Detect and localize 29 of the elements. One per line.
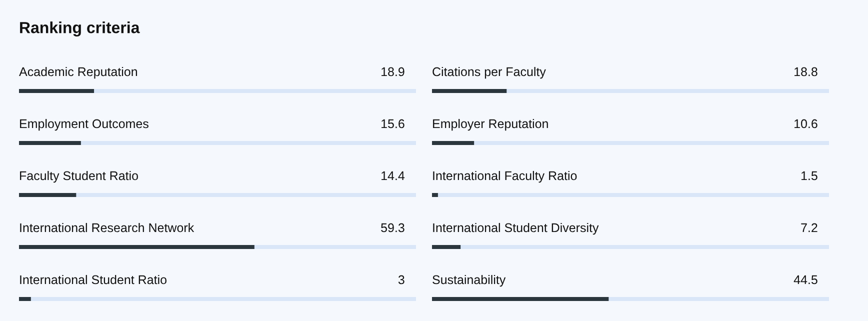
category-label: International Student Ratio	[20, 274, 166, 284]
bar	[432, 89, 507, 93]
category-label: Citations per Faculty	[432, 66, 546, 79]
category-label: Employment Outcomes	[20, 118, 148, 131]
bar	[19, 297, 31, 301]
bar	[432, 141, 474, 145]
data-label: 18.9	[382, 67, 404, 76]
data-label: 14.4	[382, 171, 405, 180]
category-label: International Faculty Ratio	[433, 170, 577, 183]
data-label: 3	[398, 275, 404, 284]
category-label: International Student Diversity	[433, 222, 599, 235]
category-label: Sustainability	[432, 274, 506, 287]
category-label: International Research Network	[20, 222, 194, 232]
data-label: 59.3	[381, 223, 404, 232]
bar	[432, 245, 461, 249]
data-label: 18.8	[794, 67, 818, 76]
category-label: Academic Reputation	[19, 66, 138, 79]
data-label: 10.6	[794, 119, 818, 128]
category-label: Faculty Student Ratio	[20, 170, 138, 183]
data-label: 44.5	[794, 275, 818, 284]
chart-title: Ranking criteria	[20, 22, 140, 36]
bar	[19, 193, 76, 197]
data-label: 7.2	[801, 223, 818, 232]
bar	[19, 141, 81, 145]
bar	[432, 193, 438, 197]
category-label: Employer Reputation	[433, 118, 548, 131]
bar	[19, 89, 94, 93]
data-label: 15.6	[382, 119, 404, 128]
data-label: 1.5	[801, 171, 818, 180]
